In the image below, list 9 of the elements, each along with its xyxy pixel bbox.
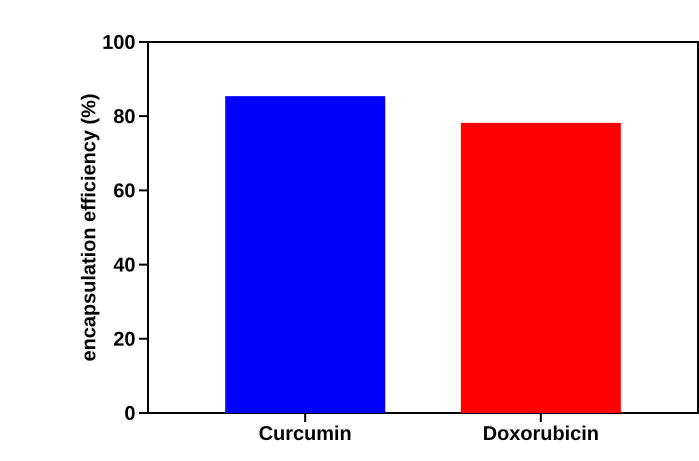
y-tick-label: 100	[103, 34, 135, 50]
y-axis-title: encapsulation efficiency (%)	[80, 94, 100, 361]
y-tick-label: 0	[125, 406, 135, 420]
x-tick-label: Doxorubicin	[484, 426, 598, 440]
y-tick-label: 80	[114, 109, 135, 124]
y-tick-label: 40	[114, 258, 135, 272]
y-tick-label: 60	[114, 183, 135, 198]
y-tick-label: 20	[114, 332, 135, 346]
x-tick-label: Curcumin	[260, 426, 350, 440]
